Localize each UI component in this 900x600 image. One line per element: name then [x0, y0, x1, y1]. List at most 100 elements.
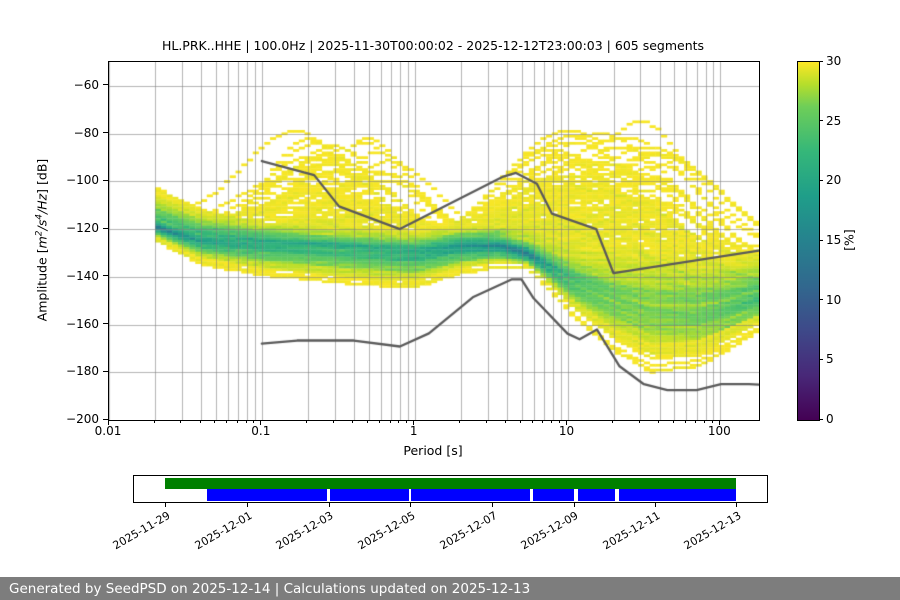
x-tick-label: 0.01 [94, 424, 122, 438]
y-axis-label: Amplitude [m2/s4/Hz] [dB] [34, 159, 49, 322]
timeline-date-label: 2025-12-07 [437, 509, 500, 553]
x-tick-mark [566, 420, 568, 425]
colorbar [797, 61, 820, 421]
timeline-processed-segment [410, 489, 530, 501]
y-tick-label: −100 [66, 173, 99, 188]
timeline-date-label: 2025-12-03 [273, 509, 336, 553]
colorbar-tick-mark [819, 239, 823, 241]
y-axis-label-part: /s [34, 219, 50, 231]
timeline-tick-mark [328, 503, 330, 507]
timeline-processed-segment [533, 489, 574, 501]
colorbar-tick-label: 15 [826, 233, 842, 247]
timeline-tick-mark [165, 503, 167, 507]
x-minor-tick-mark [389, 420, 391, 423]
y-axis-label-part: Amplitude [ [34, 248, 50, 322]
y-tick-mark [103, 132, 108, 134]
colorbar-tick-mark [819, 299, 823, 301]
timeline-date-label: 2025-12-01 [192, 509, 255, 553]
x-minor-tick-mark [704, 420, 706, 423]
x-minor-tick-mark [379, 420, 381, 423]
y-tick-mark [103, 370, 108, 372]
colorbar-tick-label: 10 [826, 292, 842, 307]
x-tick-label: 100 [707, 424, 731, 438]
x-minor-tick-mark [214, 420, 216, 423]
x-minor-tick-mark [505, 420, 507, 423]
y-tick-mark [103, 418, 108, 420]
timeline-processed-segment [577, 489, 616, 501]
x-minor-tick-mark [367, 420, 369, 423]
colorbar-tick-label: 25 [826, 113, 842, 128]
x-minor-tick-mark [352, 420, 354, 423]
y-tick-label: −200 [66, 412, 99, 426]
y-tick-mark [103, 84, 108, 86]
y-axis-label-part: ] [dB] [34, 158, 50, 194]
timeline-processed-segment [618, 489, 736, 501]
x-minor-tick-mark [333, 420, 335, 423]
colorbar-tick-mark [819, 358, 823, 360]
y-tick-label: −60 [73, 77, 99, 92]
colorbar-tick-mark [819, 60, 823, 62]
x-minor-tick-mark [672, 420, 674, 423]
colorbar-tick-mark [819, 418, 823, 420]
x-minor-tick-mark [398, 420, 400, 423]
timeline-available-segment [165, 478, 736, 489]
timeline-processed-segment [329, 489, 409, 501]
colorbar-tick-label: 0 [826, 412, 834, 426]
plot-title: HL.PRK..HHE | 100.0Hz | 2025-11-30T00:00… [161, 38, 705, 53]
x-minor-tick-mark [180, 420, 182, 423]
x-minor-tick-mark [638, 420, 640, 423]
timeline-tick-mark [655, 503, 657, 507]
x-tick-label: 0.1 [251, 424, 271, 438]
x-minor-tick-mark [684, 420, 686, 423]
y-tick-label: −140 [66, 268, 99, 283]
x-minor-tick-mark [520, 420, 521, 423]
y-axis-label-part: /Hz [34, 193, 50, 214]
timeline-tick-mark [410, 503, 412, 507]
timeline-tick-mark [492, 503, 494, 507]
x-minor-tick-mark [695, 420, 697, 423]
timeline-tick-mark [573, 503, 575, 507]
x-minor-tick-mark [612, 420, 614, 423]
x-minor-tick-mark [486, 420, 488, 423]
x-minor-tick-mark [658, 420, 660, 423]
x-minor-tick-mark [153, 420, 155, 423]
y-axis-label-part: m [34, 236, 50, 249]
plot-area [108, 61, 760, 421]
timeline-tick-mark [247, 503, 249, 507]
x-minor-tick-mark [236, 420, 238, 423]
timeline-tick-mark [736, 503, 738, 507]
y-tick-mark [103, 275, 108, 277]
footer-text: Generated by SeedPSD on 2025-12-14 | Cal… [9, 580, 531, 597]
y-tick-label: −80 [73, 125, 99, 140]
x-minor-tick-mark [199, 420, 201, 423]
y-tick-label: −160 [66, 316, 99, 331]
timeline-date-label: 2025-11-29 [110, 509, 173, 553]
x-tick-mark [718, 420, 720, 425]
timeline-date-label: 2025-12-09 [518, 509, 581, 553]
x-minor-tick-mark [245, 420, 247, 423]
x-axis-label: Period [s] [403, 443, 463, 458]
colorbar-tick-mark [819, 120, 823, 122]
colorbar-tick-label: 5 [826, 352, 834, 367]
colorbar-tick-label: 20 [826, 173, 842, 188]
x-minor-tick-mark [253, 420, 255, 423]
y-tick-mark [103, 179, 108, 181]
ppsd-density-canvas [109, 62, 759, 420]
x-tick-mark [107, 420, 109, 425]
colorbar-tick-label: 30 [826, 54, 842, 68]
x-minor-tick-mark [306, 420, 308, 423]
timeline-processed-segment [206, 489, 328, 501]
y-tick-label: −180 [66, 364, 99, 379]
timeline-coverage-bar [133, 475, 768, 503]
x-minor-tick-mark [711, 420, 713, 423]
timeline-date-label: 2025-12-11 [600, 509, 663, 553]
colorbar-tick-mark [819, 179, 823, 181]
x-tick-mark [413, 420, 415, 425]
y-axis-label-part: 2 [34, 230, 45, 237]
x-tick-label: 10 [558, 424, 575, 438]
x-minor-tick-mark [559, 420, 561, 423]
x-tick-mark [260, 420, 262, 425]
colorbar-label: [%] [841, 229, 857, 251]
y-tick-mark [103, 227, 108, 229]
